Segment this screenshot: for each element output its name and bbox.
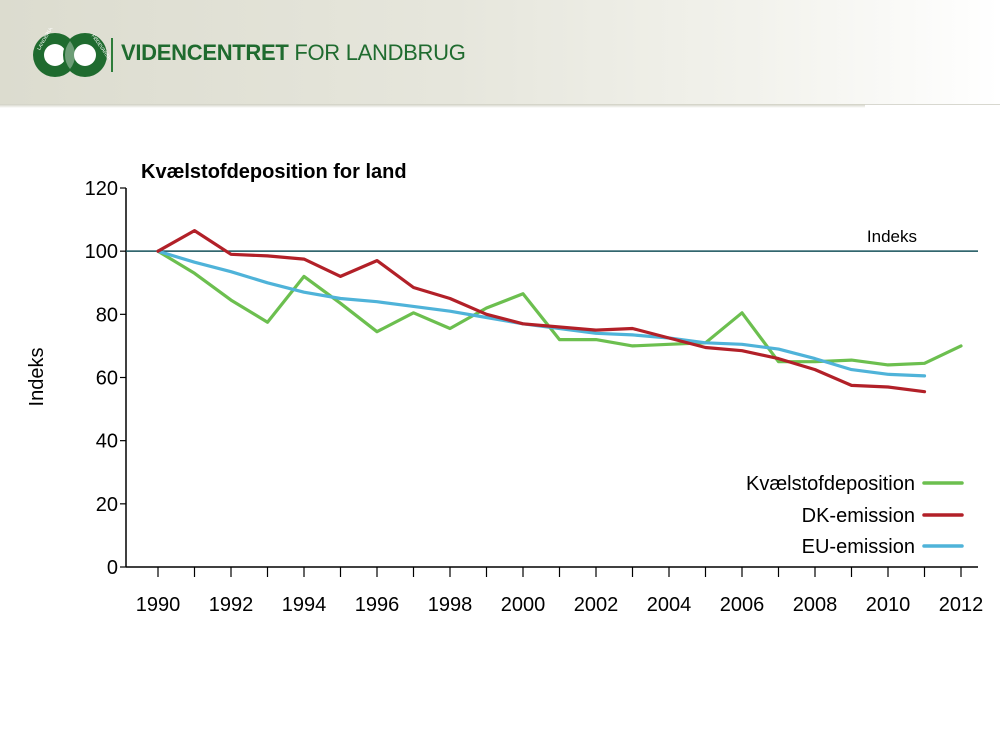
x-tick-label: 2010 [866,594,911,616]
x-tick-label: 1996 [355,594,400,616]
reference-line-label: Indeks [867,227,917,246]
x-tick-label: 1992 [209,594,254,616]
y-tick-label: 40 [96,431,118,453]
legend: Kvælstofdeposition DK-emission EU-emission [746,473,964,558]
legend-label: EU-emission [802,536,915,558]
legend-label: DK-emission [802,505,915,527]
x-tick-label: 1994 [282,594,327,616]
brand-name-light: FOR LANDBRUG [294,40,466,65]
x-tick-label: 2000 [501,594,546,616]
x-tick-label: 1998 [428,594,473,616]
y-tick-label: 120 [85,178,118,200]
header-band [0,0,1000,104]
series-line-kvælstofdeposition [156,249,963,367]
brand-name: VIDENCENTRET FOR LANDBRUG [121,40,466,66]
logo-divider [111,38,113,72]
legend-label: Kvælstofdeposition [746,473,915,495]
y-tick-label: 100 [85,241,118,263]
series-line-dk-emission [156,229,927,394]
y-tick-label: 20 [96,494,118,516]
logo-icon: LANDBRUG FØDEVARER [33,28,110,77]
y-tick-label: 80 [96,304,118,326]
y-axis-label: Indeks [26,348,48,407]
x-tick-label: 2012 [939,594,984,616]
header-rule [865,104,1000,105]
x-tick-label: 2008 [793,594,838,616]
x-tick-label: 2002 [574,594,619,616]
brand-name-bold: VIDENCENTRET [121,40,289,65]
x-tick-label: 2004 [647,594,692,616]
chart-title: Kvælstofdeposition for land [141,161,407,183]
y-tick-label: 0 [107,557,118,579]
x-tick-label: 2006 [720,594,765,616]
reference-layer: Indeks [126,227,978,252]
y-tick-label: 60 [96,368,118,390]
series-layer [156,229,963,394]
x-tick-label: 1990 [136,594,181,616]
header-shadow [0,104,865,108]
